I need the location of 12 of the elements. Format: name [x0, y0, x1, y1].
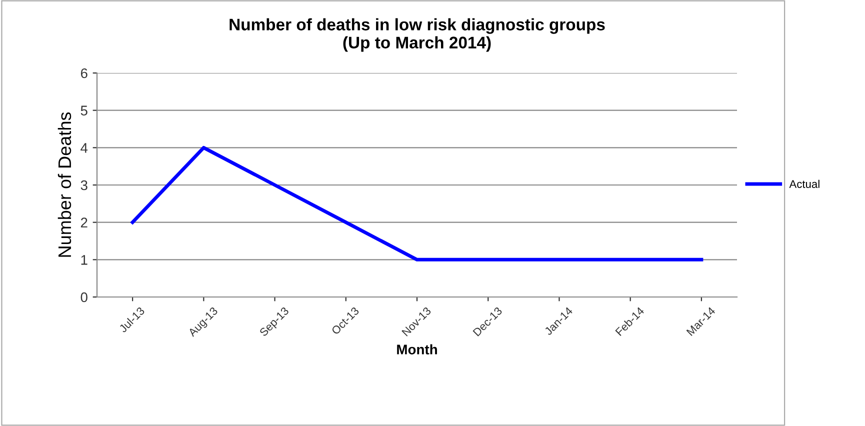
x-axis-title: Month: [397, 344, 437, 354]
y-tick-label: 2: [80, 218, 88, 228]
line-series: [130, 146, 704, 262]
y-tick-label: 0: [80, 292, 88, 302]
y-axis-title: Number of Deaths: [58, 112, 72, 257]
chart-title: Number of deaths in low risk diagnostic groups (Up to March 2014): [230, 18, 605, 52]
legend-label: Actual: [789, 180, 820, 188]
y-tick-label: 3: [80, 180, 88, 190]
y-tick-label: 5: [80, 106, 88, 116]
y-tick-label: 6: [80, 68, 88, 78]
y-tick-label: 1: [81, 255, 88, 265]
y-tick-label: 4: [80, 143, 88, 153]
